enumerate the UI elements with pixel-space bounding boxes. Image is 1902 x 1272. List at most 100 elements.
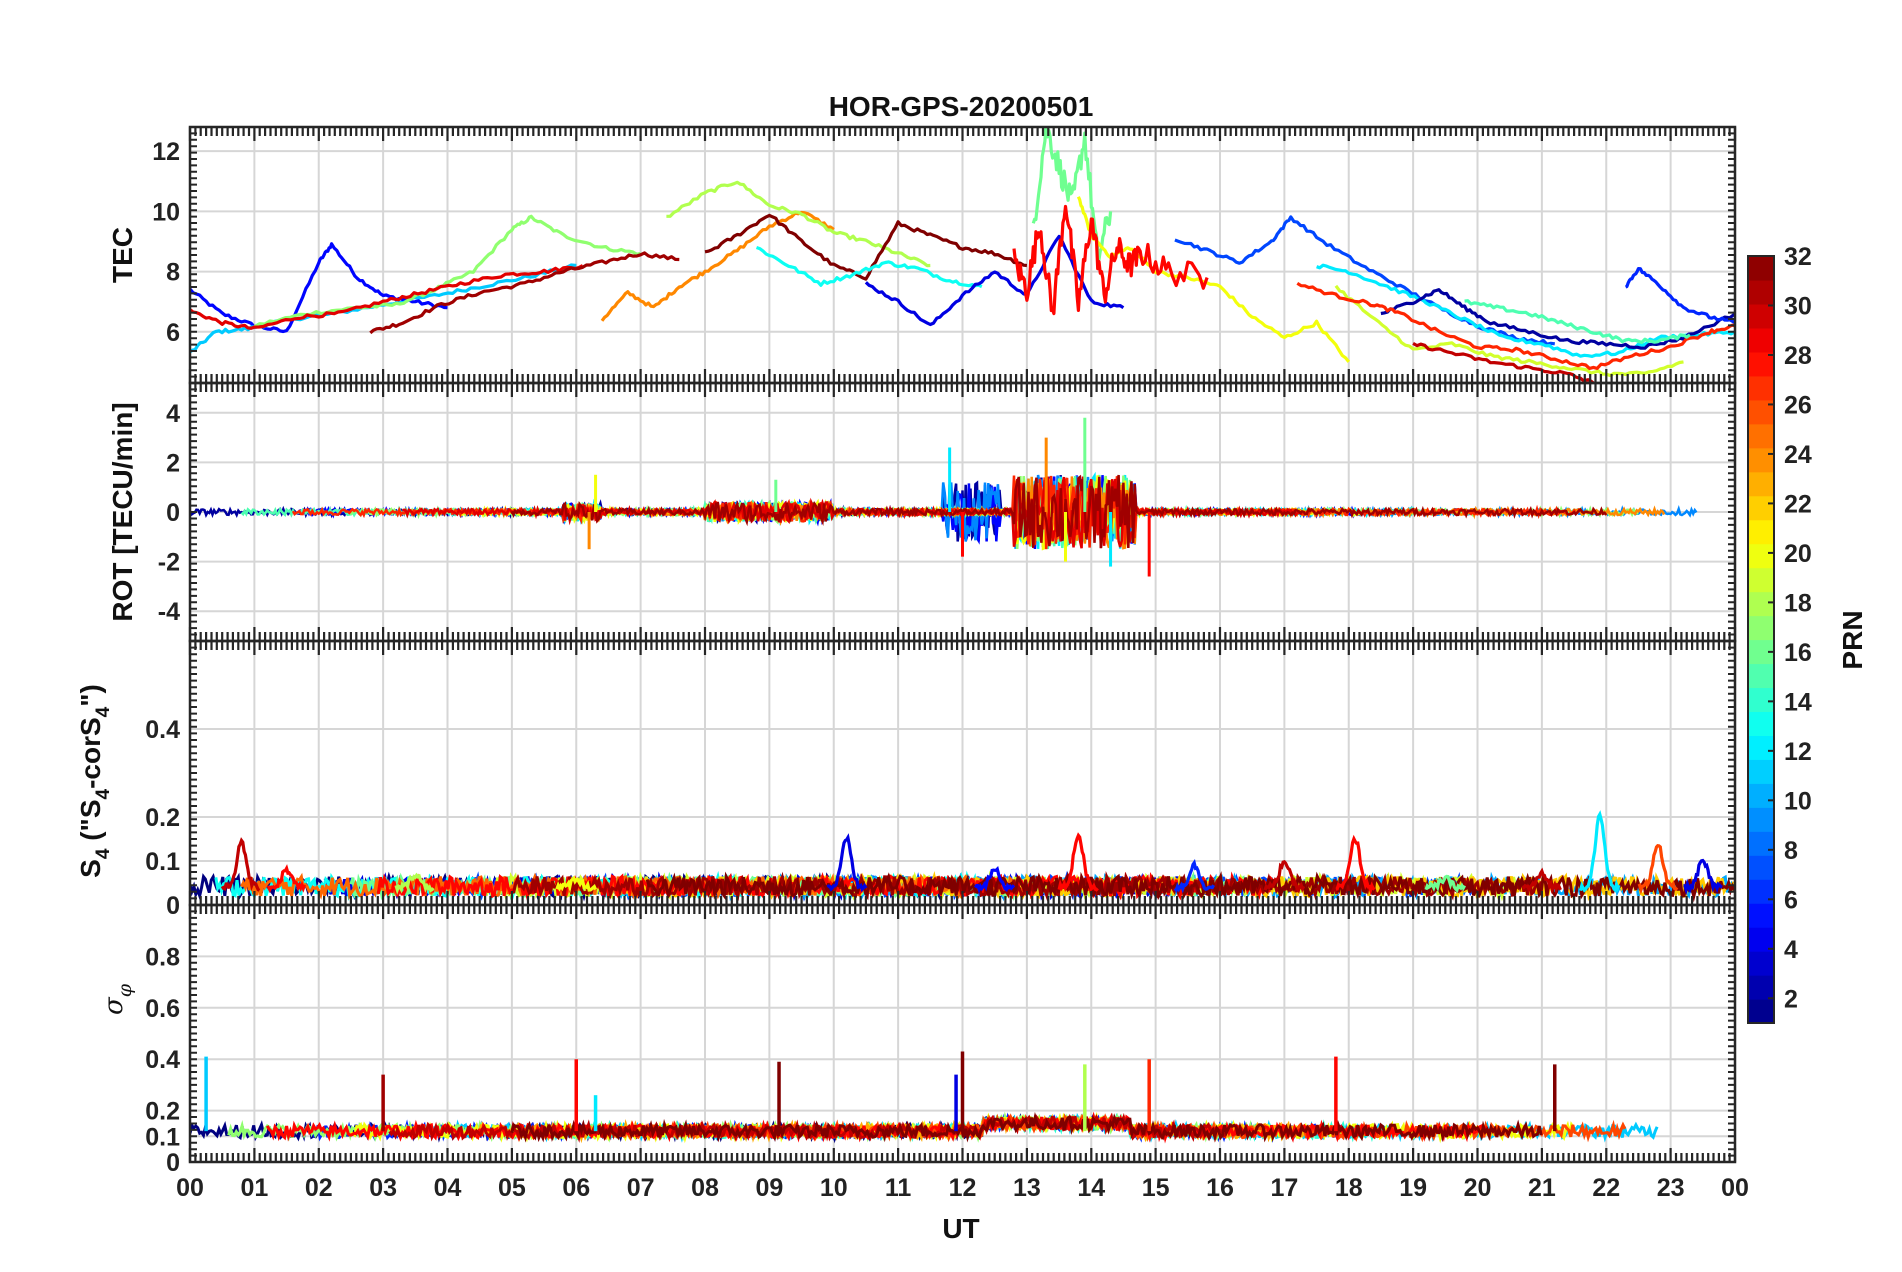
colorbar-tick-label: 26 xyxy=(1784,391,1812,419)
colorbar-segment xyxy=(1748,375,1774,401)
x-tick-label: 23 xyxy=(1657,1174,1685,1202)
y-tick-label: 6 xyxy=(166,319,180,347)
colorbar-frame xyxy=(1747,255,1775,1024)
s4-peak xyxy=(394,872,435,895)
s4-peak xyxy=(1578,810,1621,894)
colorbar-tick-label: 20 xyxy=(1784,540,1812,568)
sigma-series-prn-32 xyxy=(510,1111,1543,1143)
x-tick-label: 10 xyxy=(820,1174,848,1202)
y-tick-label: 0.6 xyxy=(145,995,180,1023)
s4-peak xyxy=(1263,859,1306,894)
data-layer xyxy=(190,417,1698,577)
colorbar-tick-label: 2 xyxy=(1784,985,1798,1013)
x-tick-label: 00 xyxy=(1721,1174,1749,1202)
s4-peak xyxy=(267,864,307,894)
tec-series-prn-6 xyxy=(1624,267,1735,325)
y-axis-label-sigma-phi: σφ xyxy=(99,983,136,1015)
tec-series-prn-2 xyxy=(1380,288,1735,350)
colorbar-segment xyxy=(1748,927,1774,952)
colorbar-segment xyxy=(1748,543,1774,569)
x-axis-label: UT xyxy=(942,1213,979,1244)
y-tick-label: 8 xyxy=(166,259,180,287)
x-tick-label: 21 xyxy=(1528,1174,1556,1202)
colorbar-segment xyxy=(1748,423,1774,449)
colorbar-tick-label: 28 xyxy=(1784,342,1812,370)
colorbar-segment xyxy=(1748,567,1774,593)
chart-title: HOR-GPS-20200501 xyxy=(829,91,1094,122)
panel-rot: -4 -2 0 2 4 ROT [TECU/min] xyxy=(107,381,1737,643)
x-tick-label: 22 xyxy=(1592,1174,1620,1202)
x-tick-label: 15 xyxy=(1142,1174,1170,1202)
s4-peak xyxy=(1522,867,1562,896)
y-tick-label: 10 xyxy=(152,198,180,226)
y-tick-label: 0.4 xyxy=(145,716,180,744)
y-tick-label: 12 xyxy=(152,138,180,166)
colorbar-segment xyxy=(1748,471,1774,497)
tec-series-prn-29 xyxy=(190,264,584,330)
colorbar-tick-label: 4 xyxy=(1784,936,1798,964)
y-tick-label: 0.2 xyxy=(145,804,180,832)
tec-series-prn-20 xyxy=(1076,196,1351,363)
x-tick-label: 20 xyxy=(1464,1174,1492,1202)
colorbar-segment xyxy=(1748,807,1774,832)
x-tick-label: 13 xyxy=(1013,1174,1041,1202)
x-tick-label: 18 xyxy=(1335,1174,1363,1202)
tec-series-prn-17 xyxy=(253,214,641,329)
x-tick-label: 17 xyxy=(1270,1174,1298,1202)
y-tick-label: 4 xyxy=(166,400,180,428)
colorbar-tick-label: 8 xyxy=(1784,837,1798,865)
s4-peak xyxy=(1173,858,1216,894)
x-tick-label: 02 xyxy=(305,1174,333,1202)
y-tick-label: 2 xyxy=(166,449,180,477)
s4-peak xyxy=(1683,858,1723,896)
colorbar-segment xyxy=(1748,256,1774,281)
data-layer xyxy=(190,127,1735,383)
y-tick-label: 0.8 xyxy=(145,943,180,971)
colorbar-segment xyxy=(1748,327,1774,353)
colorbar-segment xyxy=(1748,831,1774,856)
data-layer xyxy=(190,810,1735,903)
x-tick-label: 14 xyxy=(1077,1174,1105,1202)
colorbar-tick-label: 18 xyxy=(1784,589,1812,617)
tec-series-prn-30 xyxy=(1412,342,1595,383)
s4-peak xyxy=(826,833,868,893)
x-tick-label: 11 xyxy=(885,1174,912,1202)
colorbar-segment xyxy=(1748,447,1774,473)
grid xyxy=(190,127,1735,383)
minor-ticks xyxy=(188,904,1737,1163)
x-tick-label: 05 xyxy=(498,1174,526,1202)
colorbar-segment xyxy=(1748,711,1774,736)
y-tick-label: 0 xyxy=(166,892,180,920)
minor-ticks xyxy=(188,126,1737,384)
colorbar-tick-label: 16 xyxy=(1784,639,1812,667)
x-tick-label: 03 xyxy=(369,1174,397,1202)
colorbar-tick-label: 12 xyxy=(1784,738,1812,766)
s4-peak xyxy=(1424,874,1467,894)
tec-series-prn-28 xyxy=(1012,204,1209,316)
colorbar-tick-label: 32 xyxy=(1784,243,1812,271)
colorbar-segment xyxy=(1748,999,1774,1024)
x-tick-label: 08 xyxy=(691,1174,719,1202)
x-tick-label: 16 xyxy=(1206,1174,1234,1202)
x-tick-label: 07 xyxy=(627,1174,655,1202)
colorbar-segment xyxy=(1748,495,1774,521)
y-tick-label: 0.4 xyxy=(145,1046,180,1074)
x-tick-label: 00 xyxy=(176,1174,204,1202)
s4-peak xyxy=(1637,843,1679,895)
s4-peak xyxy=(1057,832,1099,893)
colorbar-tick-label: 10 xyxy=(1784,787,1812,815)
colorbar-tick-label: 6 xyxy=(1784,886,1798,914)
tec-series-prn-27 xyxy=(1296,281,1735,370)
colorbar-tick-label: 22 xyxy=(1784,490,1812,518)
tec-series-prn-11 xyxy=(190,263,577,354)
colorbar-segment xyxy=(1748,279,1774,305)
s4-peak xyxy=(974,865,1016,894)
colorbar-tick-label: 14 xyxy=(1784,688,1812,716)
colorbar-segment xyxy=(1748,783,1774,808)
minor-ticks xyxy=(188,382,1737,642)
rot-series-prn-31 xyxy=(510,474,1608,549)
colorbar-tick-label: 24 xyxy=(1784,441,1812,469)
colorbar-segment xyxy=(1748,735,1774,760)
